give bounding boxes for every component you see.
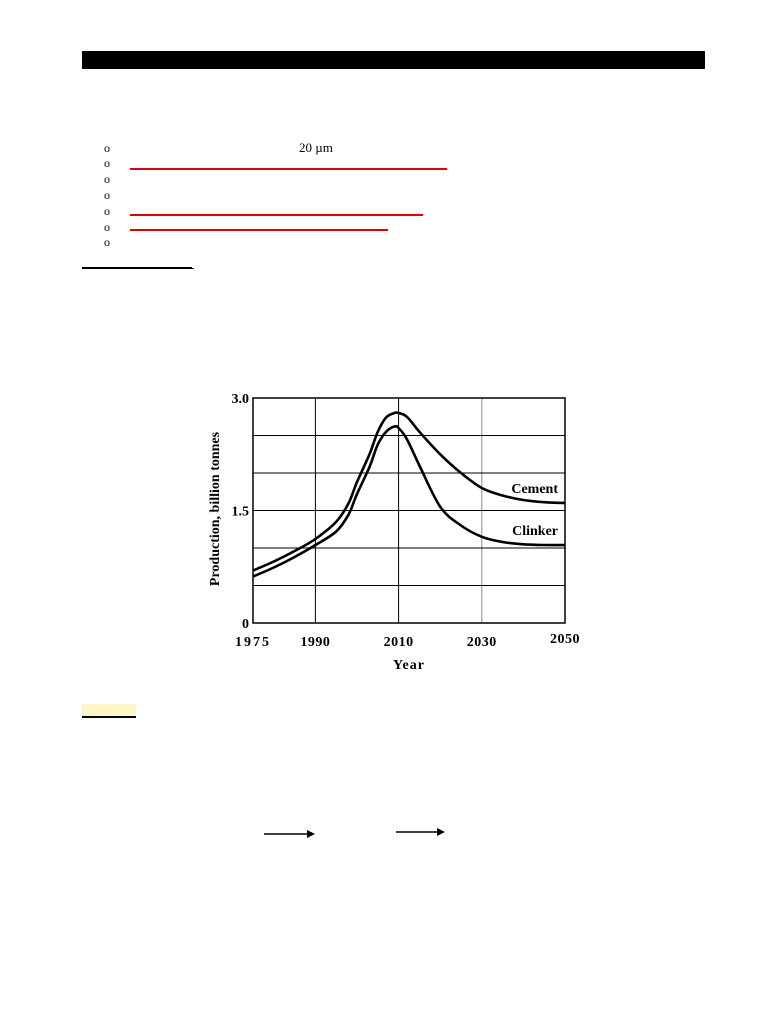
- y-tick-label: 1.5: [232, 505, 250, 520]
- x-tick-labels: 1975 1990 2010 2030 2050: [235, 632, 580, 650]
- header-bar: [82, 51, 705, 69]
- bullet-symbol: o: [104, 172, 110, 186]
- bullet-red-underline: [130, 168, 447, 170]
- bullet-symbol: o: [104, 220, 110, 234]
- series-labels: Cement Clinker: [511, 482, 558, 539]
- y-tick-label: 3.0: [232, 392, 250, 407]
- bullet-symbol: o: [104, 188, 110, 202]
- section-heading-underline: [82, 267, 192, 269]
- bullet-symbol: o: [104, 235, 110, 249]
- cement-series-label: Cement: [511, 482, 558, 497]
- y-tick-label: 0: [242, 617, 249, 632]
- x-tick-label: 2050: [550, 632, 580, 647]
- section-heading-tick: [191, 268, 194, 269]
- x-tick-label: 1975: [235, 635, 271, 650]
- plot-frame: [252, 397, 566, 624]
- arrow-right-icon: [264, 830, 315, 838]
- chart-series: [252, 411, 566, 578]
- bullet-symbol: o: [104, 204, 110, 218]
- x-axis-label: Year: [393, 658, 425, 673]
- bullet-red-underline: [130, 214, 423, 216]
- x-tick-label: 2030: [467, 635, 497, 650]
- y-tick-labels: 0 1.5 3.0: [232, 392, 250, 632]
- production-chart: 0 1.5 3.0 1975 1990 2010 2030 2050 Cement Clink…: [208, 392, 580, 673]
- x-tick-label: 2010: [384, 635, 414, 650]
- chart-grid: [253, 398, 565, 623]
- x-tick-label: 1990: [300, 635, 330, 650]
- highlighted-word: [82, 704, 136, 718]
- bullet-red-underline: [130, 229, 388, 231]
- bullet-symbol: o: [104, 141, 110, 155]
- cement-series-line: [252, 411, 566, 572]
- bullet-text: 20 µm: [299, 140, 333, 155]
- clinker-series-label: Clinker: [512, 524, 558, 539]
- clinker-series-line: [252, 424, 566, 578]
- arrow-right-icon: [396, 828, 445, 836]
- y-axis-label: Production, billion tonnes: [208, 431, 223, 586]
- bullet-symbol: o: [104, 156, 110, 170]
